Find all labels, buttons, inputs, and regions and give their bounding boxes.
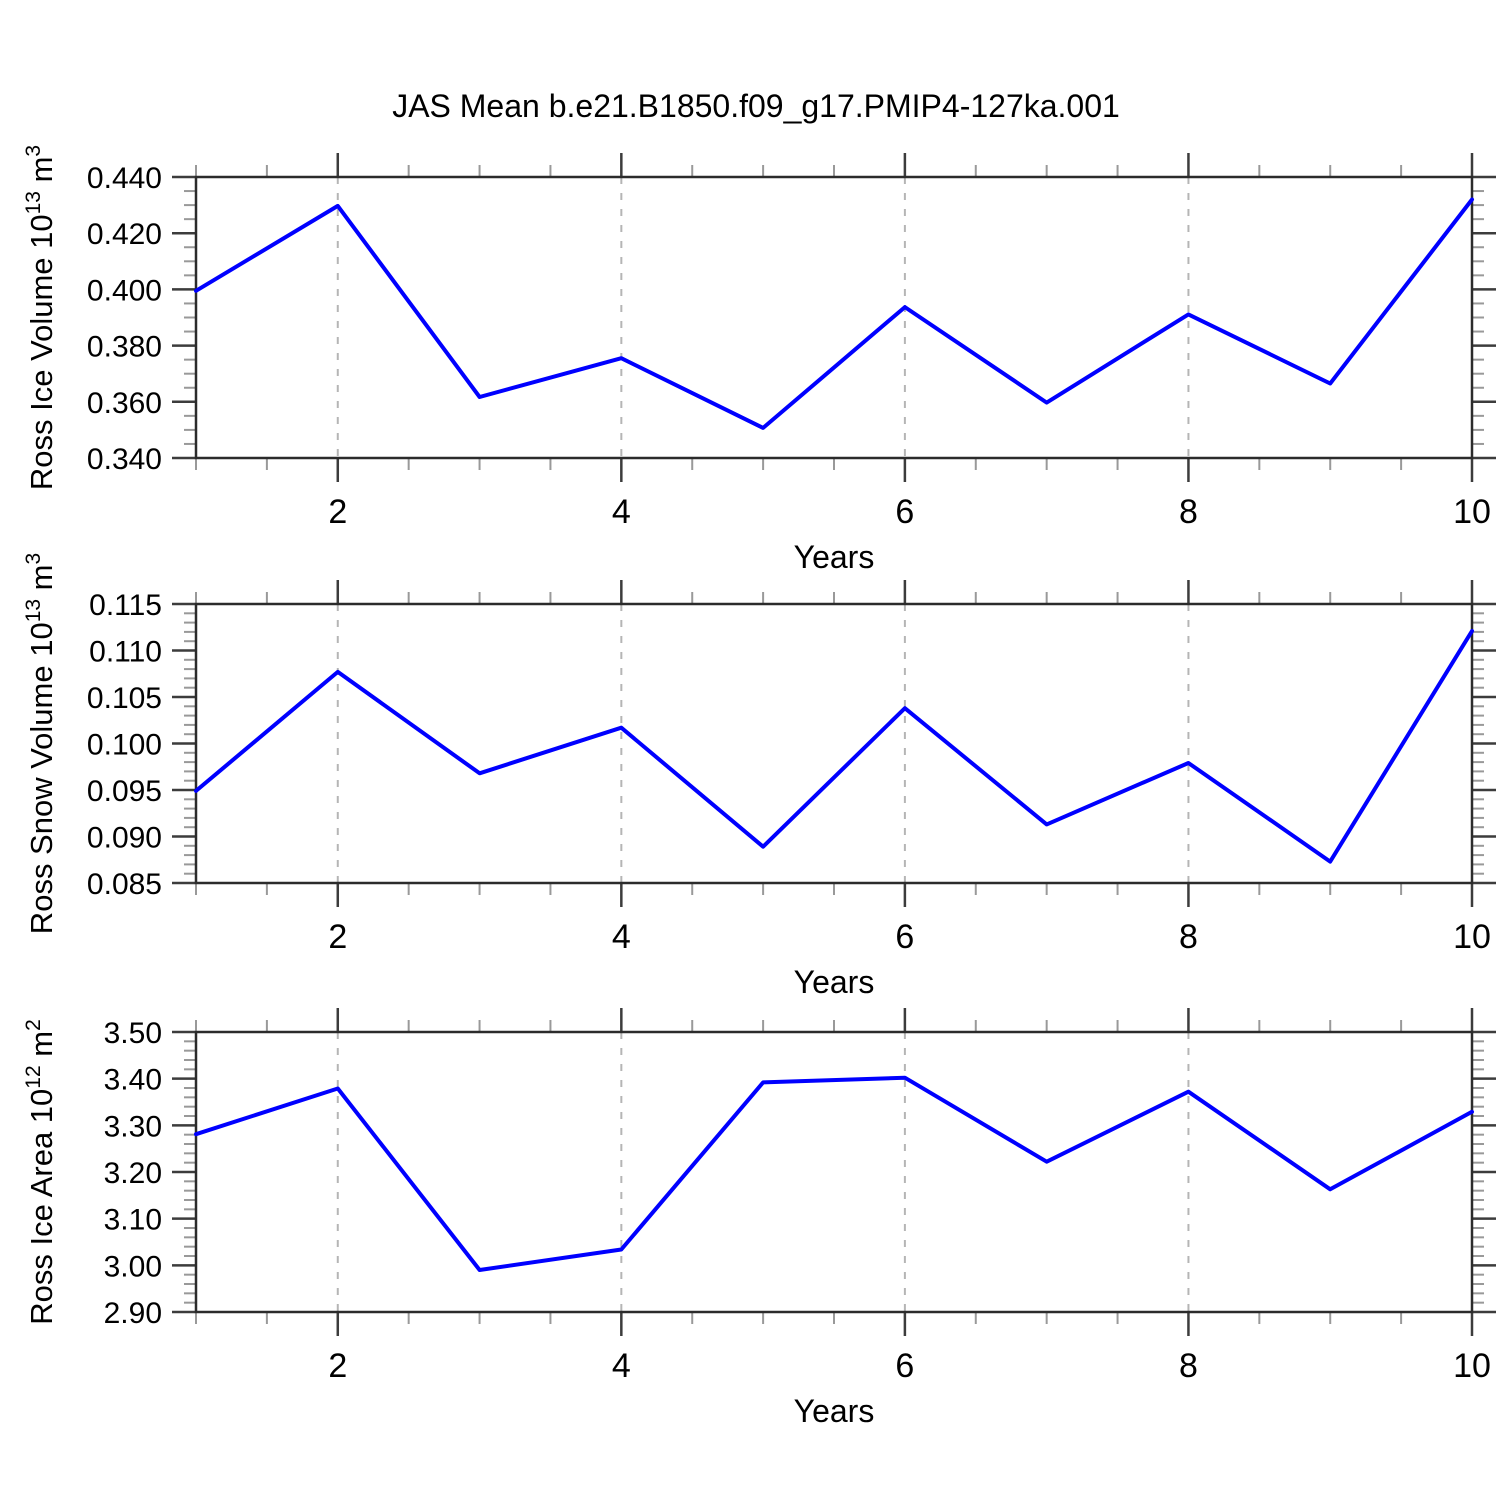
y-axis-title: Ross Ice Area 1012 m2 [22, 1019, 59, 1325]
y-axis-title: Ross Ice Volume 1013 m3 [22, 145, 59, 490]
x-tick-label: 2 [328, 918, 347, 956]
y-tick-label: 0.090 [87, 822, 162, 855]
y-tick-label: 3.50 [104, 1017, 162, 1050]
x-tick-label: 10 [1453, 918, 1491, 956]
y-tick-label: 0.440 [87, 162, 162, 195]
x-axis-title: Years [794, 964, 875, 1000]
y-tick-label: 0.095 [87, 775, 162, 808]
x-tick-label: 10 [1453, 1347, 1491, 1385]
plot-frame [194, 175, 1474, 460]
chart-ross-ice-area: 2.90 3.00 3.10 3.20 3.30 3.40 3.50 2 4 6 8 10 Years R… [22, 1008, 1496, 1429]
plot-frame [194, 1030, 1474, 1314]
y-tick-label: 0.360 [87, 387, 162, 420]
y-tick-label: 0.105 [87, 682, 162, 715]
x-tick-label: 2 [328, 1347, 347, 1385]
y-tick-label: 3.40 [104, 1064, 162, 1097]
y-tick-label: 0.085 [87, 868, 162, 901]
y-tick-label: 0.115 [89, 589, 162, 622]
y-tick-label: 0.110 [89, 636, 162, 669]
y-tick-label: 3.10 [104, 1204, 162, 1237]
data-line [194, 1075, 1474, 1272]
x-tick-label: 10 [1453, 493, 1491, 531]
x-tick-label: 8 [1179, 493, 1198, 531]
y-axis-title: Ross Snow Volume 1013 m3 [22, 553, 59, 934]
x-tick-label: 2 [328, 493, 347, 531]
y-tick-label: 0.420 [87, 218, 162, 251]
x-axis-title: Years [794, 539, 875, 575]
y-tick-label: 3.20 [104, 1157, 162, 1190]
data-line [194, 629, 1474, 864]
data-line [194, 197, 1474, 430]
y-tick-label: 0.380 [87, 331, 162, 364]
x-tick-label: 6 [895, 1347, 914, 1385]
chart-ross-snow-volume: 0.085 0.090 0.095 0.100 0.105 0.110 0.115 2 4 6 8 1… [22, 553, 1496, 1000]
y-tick-label: 0.100 [87, 729, 162, 762]
x-tick-label: 4 [612, 1347, 631, 1385]
y-tick-label: 0.400 [87, 274, 162, 307]
y-tick-label: 2.90 [104, 1297, 162, 1330]
x-tick-label: 8 [1179, 918, 1198, 956]
x-tick-label: 6 [895, 918, 914, 956]
x-tick-label: 4 [612, 918, 631, 956]
x-tick-label: 6 [895, 493, 914, 531]
y-tick-label: 0.340 [87, 443, 162, 476]
x-axis-title: Years [794, 1393, 875, 1429]
figure-title: JAS Mean b.e21.B1850.f09_g17.PMIP4-127ka… [392, 88, 1120, 124]
plot-frame [194, 602, 1474, 885]
y-tick-label: 3.30 [104, 1110, 162, 1143]
x-tick-label: 8 [1179, 1347, 1198, 1385]
x-tick-label: 4 [612, 493, 631, 531]
y-tick-label: 3.00 [104, 1250, 162, 1283]
chart-ross-ice-volume: 0.340 0.360 0.380 0.400 0.420 0.440 2 4 6 8 10 Year… [22, 145, 1496, 575]
